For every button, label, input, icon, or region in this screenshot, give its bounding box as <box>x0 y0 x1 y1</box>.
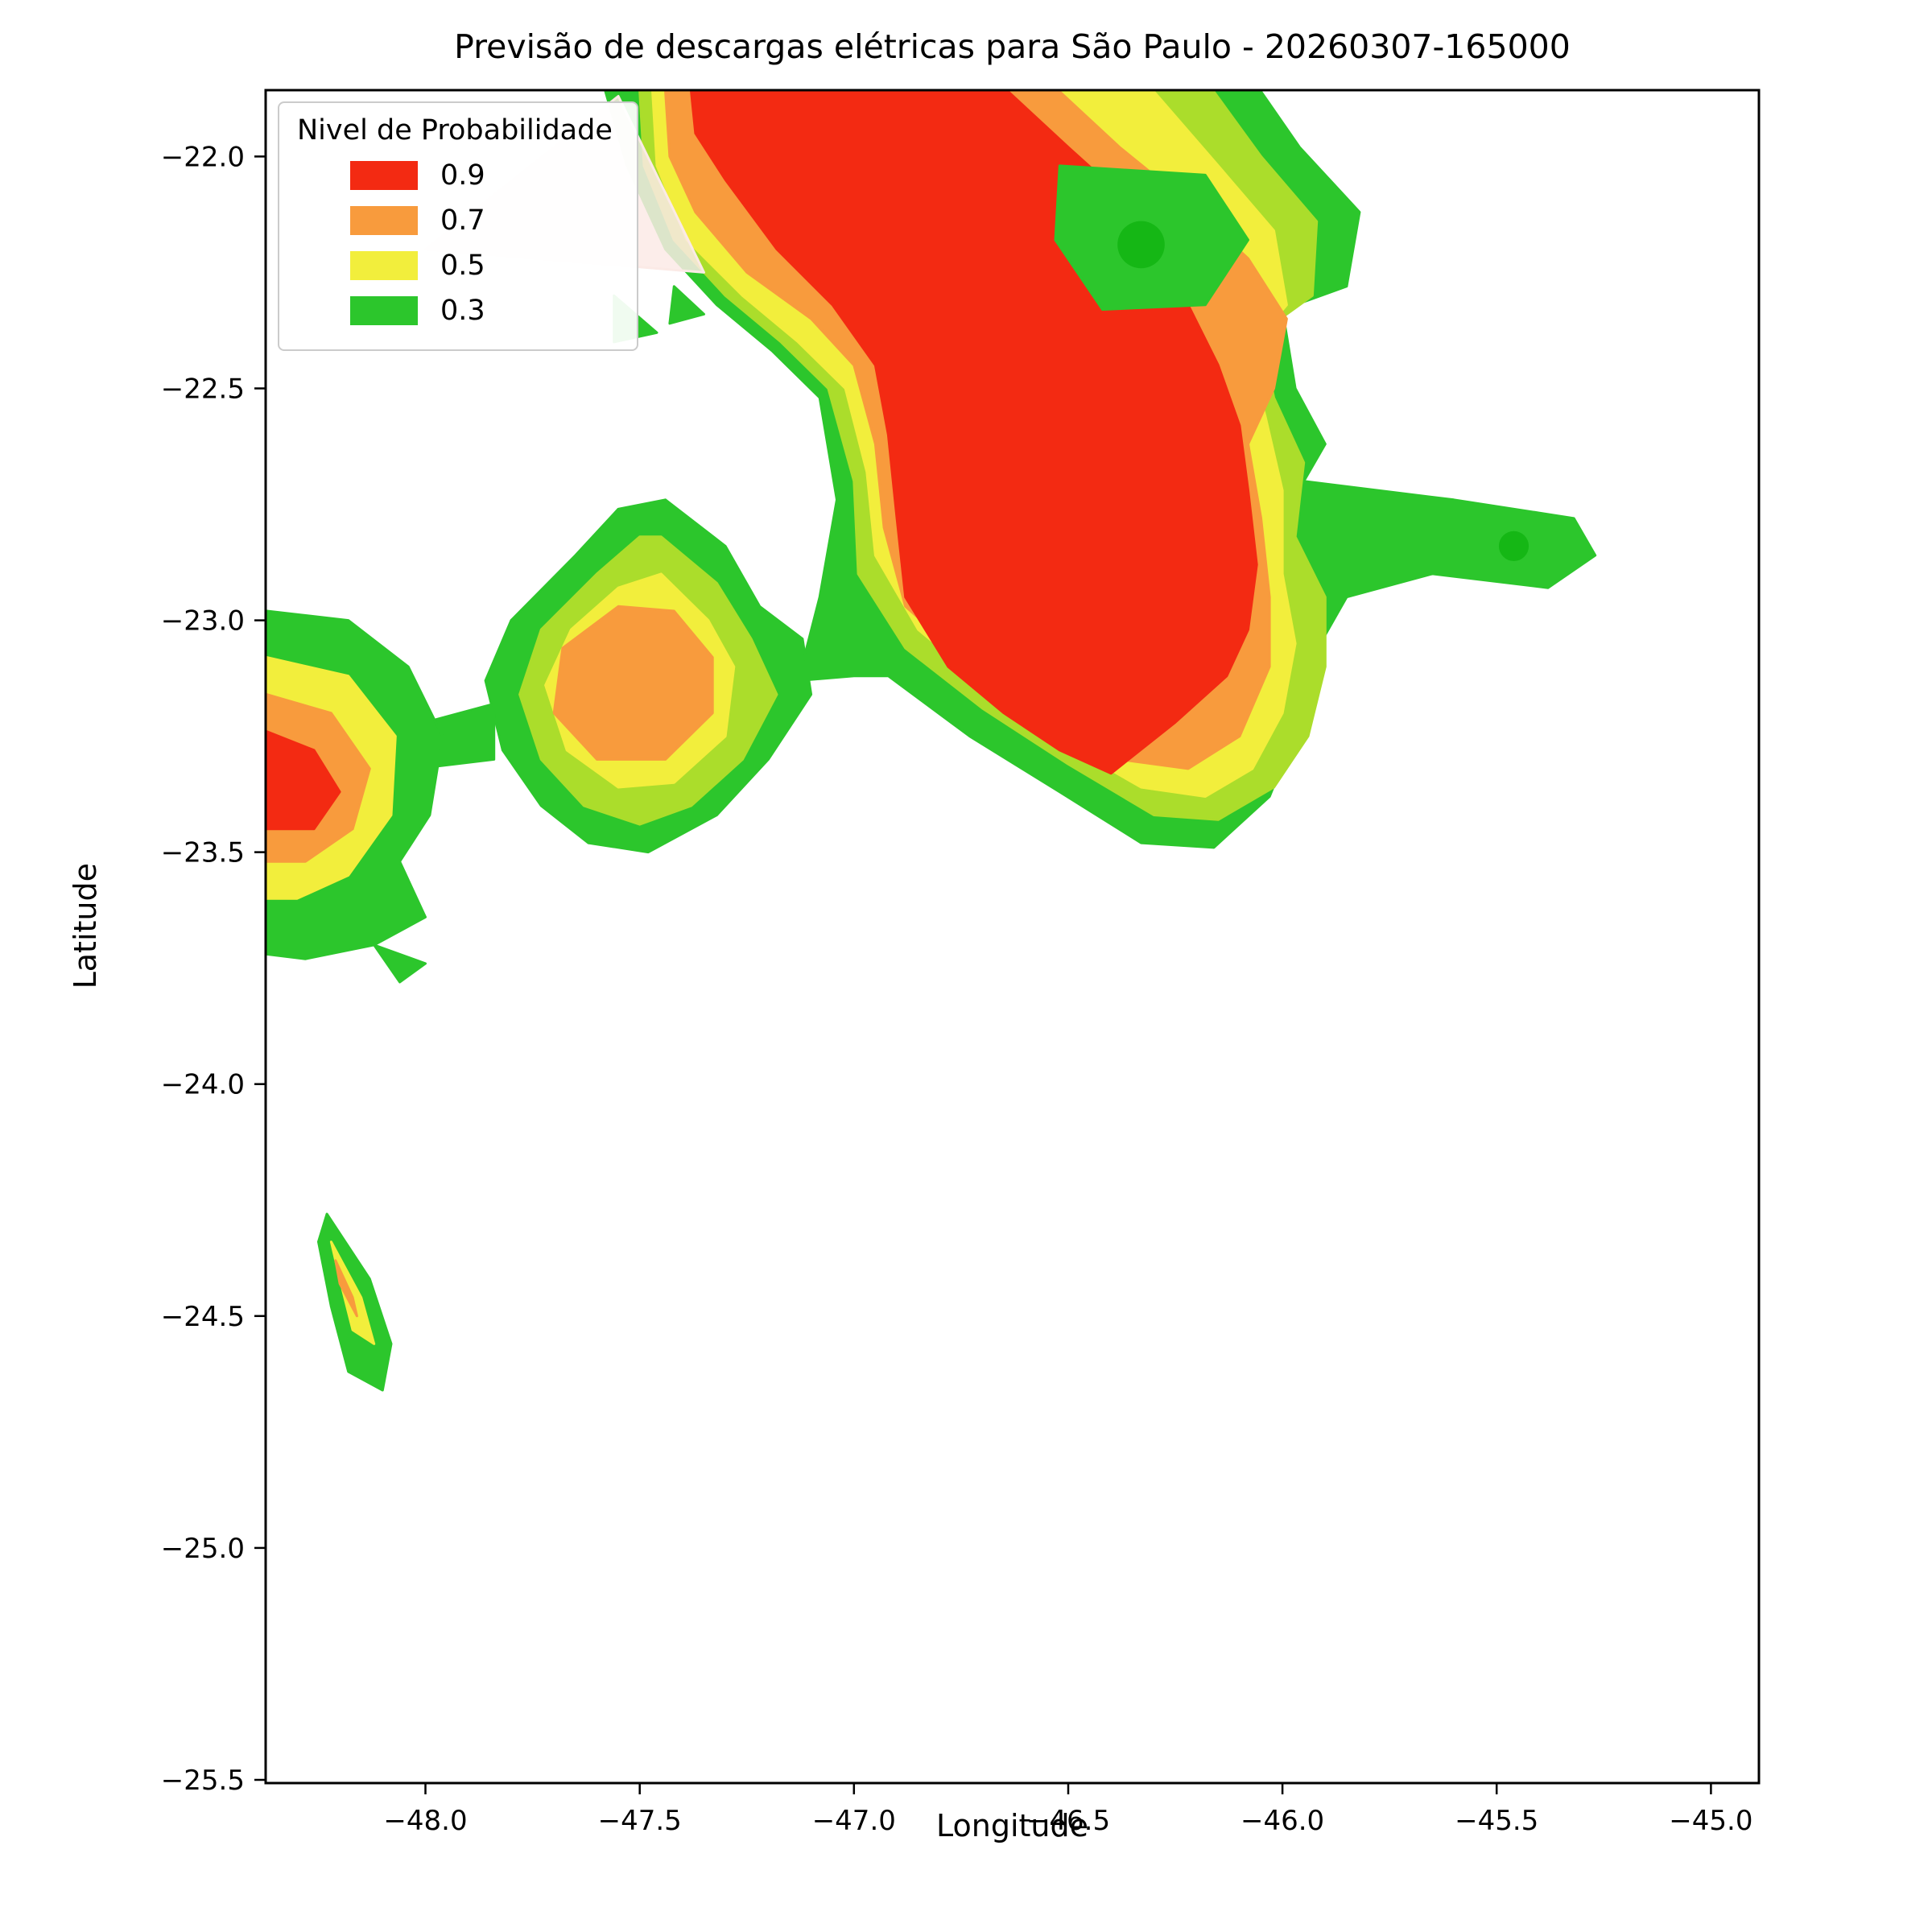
south-sliver-band-070 <box>334 1259 358 1318</box>
y-tick-label: −25.0 <box>161 1533 245 1565</box>
contour-regions <box>266 90 1597 1392</box>
y-tick-label: −23.0 <box>161 605 245 638</box>
legend-swatch-0.7 <box>350 206 418 235</box>
legend-swatch-0.5 <box>350 251 418 280</box>
legend-entry-0.3: 0.3 <box>297 288 613 333</box>
y-tick-label: −23.5 <box>161 837 245 869</box>
x-tick-label: −46.0 <box>1241 1805 1324 1837</box>
mid-storm-band-070 <box>552 605 714 761</box>
y-tick-label: −24.0 <box>161 1069 245 1101</box>
chart-title: Previsão de descargas elétricas para São… <box>454 27 1571 66</box>
legend-swatch-0.9 <box>350 161 418 190</box>
legend-entry-0.7: 0.7 <box>297 198 613 243</box>
y-tick-label: −22.5 <box>161 374 245 406</box>
axes-frame <box>264 89 1761 1785</box>
legend: Nivel de Probabilidade 0.9 0.7 0.5 0.3 <box>278 101 638 351</box>
x-axis-label: Longitude <box>936 1808 1088 1843</box>
green-speck-west-2 <box>668 285 705 325</box>
x-axis-ticks: −48.0 −47.5 −47.0 −46.5 −46.0 −45.5 −45.0 <box>383 1783 1753 1837</box>
legend-entry-0.5: 0.5 <box>297 243 613 288</box>
legend-label: 0.5 <box>440 250 485 282</box>
legend-label: 0.3 <box>440 295 485 327</box>
legend-entry-0.9: 0.9 <box>297 153 613 198</box>
knob-inner-core <box>1117 221 1165 269</box>
legend-entries: 0.9 0.7 0.5 0.3 <box>297 153 613 333</box>
x-tick-label: −46.5 <box>1026 1805 1110 1837</box>
y-axis-label: Latitude <box>68 863 103 989</box>
x-tick-label: −48.0 <box>383 1805 467 1837</box>
x-tick-label: −47.5 <box>598 1805 682 1837</box>
y-tick-label: −25.5 <box>161 1765 245 1797</box>
x-tick-label: −47.0 <box>812 1805 896 1837</box>
west-storm-band-090 <box>266 730 341 831</box>
legend-label: 0.9 <box>440 159 485 192</box>
x-tick-label: −45.5 <box>1455 1805 1538 1837</box>
legend-swatch-0.3 <box>350 296 418 325</box>
legend-title: Nivel de Probabilidade <box>297 114 613 147</box>
west-storm-tail <box>373 943 427 984</box>
y-tick-label: −22.0 <box>161 141 245 173</box>
y-axis-ticks: −22.0 −22.5 −23.0 −23.5 −24.0 −24.5 −25.0 −25.5 <box>161 141 266 1797</box>
east-arm-inner-core <box>1498 530 1530 562</box>
x-tick-label: −45.0 <box>1669 1805 1752 1837</box>
y-tick-label: −24.5 <box>161 1301 245 1333</box>
legend-label: 0.7 <box>440 204 485 237</box>
